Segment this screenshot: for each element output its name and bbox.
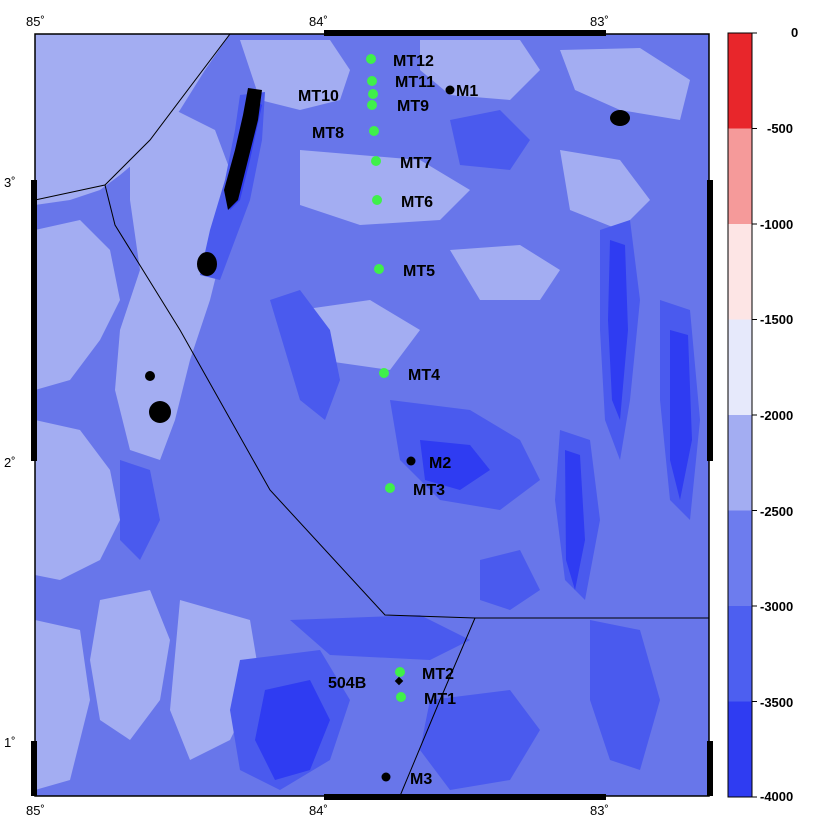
site-marker-mt5	[374, 264, 384, 274]
top-lon-label-83: 83˚	[590, 14, 609, 29]
seamount-peaks	[145, 88, 630, 423]
colorbar-label-3000: -3000	[760, 599, 794, 614]
colorbar-band	[728, 510, 752, 607]
site-label-mt4: MT4	[408, 367, 440, 384]
site-label-m3: M3	[410, 771, 432, 788]
site-marker-504b	[394, 676, 404, 686]
frame-ticks	[31, 30, 713, 800]
colorbar-label-500: -500	[767, 121, 794, 136]
site-marker-mt9	[367, 100, 377, 110]
site-label-mt3: MT3	[413, 482, 445, 499]
site-label-504b: 504B	[328, 675, 366, 692]
colorbar-label-1500: -1500	[760, 312, 794, 327]
colorbar-label-4000: -4000	[760, 789, 794, 804]
colorbar-label-1000: -1000	[760, 217, 794, 232]
site-marker-mt4	[379, 368, 389, 378]
site-label-mt8: MT8	[312, 125, 344, 142]
site-label-mt5: MT5	[403, 263, 435, 280]
colorbar-band	[728, 128, 752, 225]
mt-sites: MT12 MT11 MT10 MT9 MT8 MT7 MT6 MT5 MT4 M…	[298, 53, 456, 708]
colorbar-band	[728, 224, 752, 320]
top-lon-label-85: 85˚	[26, 14, 45, 29]
site-label-mt9: MT9	[397, 98, 429, 115]
site-marker-m1	[445, 85, 455, 95]
colorbar-band	[728, 701, 752, 798]
site-label-mt6: MT6	[401, 194, 433, 211]
site-label-m2: M2	[429, 455, 451, 472]
left-lat-label-3: 3˚	[4, 175, 16, 190]
bottom-lon-label-83: 83˚	[590, 803, 609, 818]
site-marker-mt8	[369, 126, 379, 136]
site-marker-mt12	[366, 54, 376, 64]
colorbar-frame	[727, 32, 753, 798]
colorbar-band	[728, 33, 752, 129]
other-sites: M1 M2 M3 504B	[328, 83, 478, 788]
site-marker-m3	[381, 772, 391, 782]
left-lat-label-2: 2˚	[4, 455, 16, 470]
bottom-lon-label-85: 85˚	[26, 803, 45, 818]
top-lon-label-84: 84˚	[309, 14, 328, 29]
site-label-m1: M1	[456, 83, 478, 100]
colorbar-label-2500: -2500	[760, 504, 794, 519]
colorbar-label-3500: -3500	[760, 695, 794, 710]
site-marker-mt11	[367, 76, 377, 86]
site-label-mt1: MT1	[424, 691, 456, 708]
site-label-mt2: MT2	[422, 666, 454, 683]
bottom-lon-label-84: 84˚	[309, 803, 328, 818]
site-marker-mt7	[371, 156, 381, 166]
left-lat-label-1: 1˚	[4, 735, 16, 750]
colorbar-band	[728, 606, 752, 702]
site-marker-m2	[406, 456, 416, 466]
site-marker-mt2	[395, 667, 405, 677]
site-marker-mt6	[372, 195, 382, 205]
site-marker-mt1	[396, 692, 406, 702]
colorbar-band	[728, 319, 752, 416]
boundary-lines	[35, 34, 709, 796]
site-marker-mt3	[385, 483, 395, 493]
colorbar-band	[728, 415, 752, 511]
site-label-mt7: MT7	[400, 155, 432, 172]
colorbar-label-2000: -2000	[760, 408, 794, 423]
depth-colorbar	[727, 32, 757, 798]
site-label-mt12: MT12	[393, 53, 434, 70]
site-marker-mt10	[368, 89, 378, 99]
site-label-mt11: MT11	[395, 74, 435, 91]
colorbar-label-0: 0	[791, 25, 799, 40]
site-label-mt10: MT10	[298, 88, 339, 105]
deepest-regions	[225, 100, 692, 780]
